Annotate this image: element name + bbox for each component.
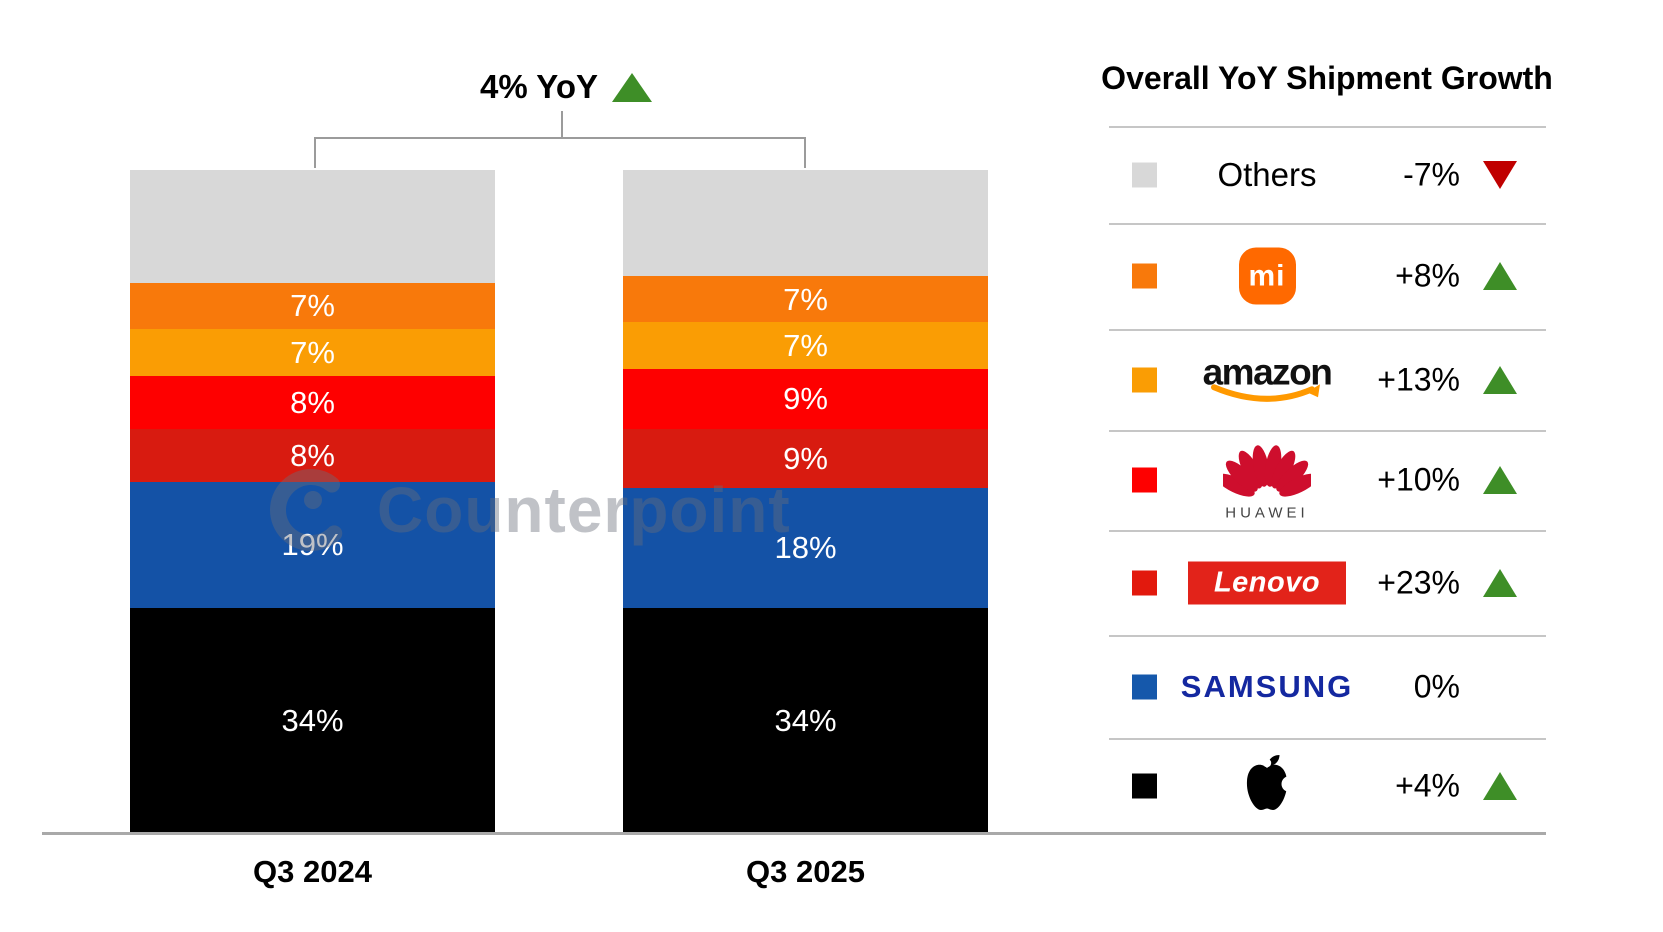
legend-separator xyxy=(1109,126,1546,128)
legend-separator xyxy=(1109,329,1546,331)
bracket-drop-left xyxy=(314,137,316,168)
growth-value-samsung: 0% xyxy=(1413,668,1460,704)
legend-separator xyxy=(1109,635,1546,637)
bar-segment-xiaomi: 7% xyxy=(623,276,988,323)
category-label-q3-2025: Q3 2025 xyxy=(746,854,865,889)
growth-up-icon xyxy=(1483,568,1517,597)
legend-row-xiaomi: mi +8% xyxy=(1087,223,1567,329)
legend-swatch-others xyxy=(1132,162,1157,187)
legend-row-samsung: SAMSUNG 0% xyxy=(1087,635,1567,738)
legend-brand-samsung: SAMSUNG xyxy=(1167,669,1367,705)
stacked-bar-q3-2024: 7% 7% 8% 8% 19% 34% xyxy=(130,170,495,833)
growth-value-amazon: +13% xyxy=(1377,361,1460,397)
huawei-logo-icon: HUAWEI xyxy=(1223,439,1311,522)
growth-value-lenovo: +23% xyxy=(1377,564,1460,600)
bar-segment-huawei: 9% xyxy=(623,368,988,429)
growth-value-others: -7% xyxy=(1403,156,1460,192)
bar-segment-huawei: 8% xyxy=(130,375,495,429)
legend-swatch-samsung xyxy=(1132,674,1157,699)
legend-swatch-amazon xyxy=(1132,367,1157,392)
bar-segment-amazon: 7% xyxy=(623,322,988,369)
others-label: Others xyxy=(1217,155,1317,193)
chart-title-text: 4% YoY xyxy=(480,68,598,105)
huawei-wordmark: HUAWEI xyxy=(1225,504,1309,522)
growth-value-xiaomi: +8% xyxy=(1395,257,1460,294)
legend-row-others: Others -7% xyxy=(1087,126,1567,223)
legend-swatch-apple xyxy=(1132,773,1157,798)
bar-segment-lenovo: 9% xyxy=(623,428,988,489)
segment-value-label: 9% xyxy=(783,440,828,476)
growth-value-huawei: +10% xyxy=(1377,461,1460,498)
legend-brand-lenovo: Lenovo xyxy=(1167,561,1367,604)
legend-row-apple: +4% xyxy=(1087,738,1567,833)
legend-brand-amazon: amazon xyxy=(1167,350,1367,403)
bar-segment-apple: 34% xyxy=(623,607,988,833)
growth-up-icon xyxy=(1483,771,1517,800)
segment-value-label: 8% xyxy=(290,384,335,420)
legend-header: Overall YoY Shipment Growth xyxy=(1101,60,1553,96)
legend-swatch-lenovo xyxy=(1132,570,1157,595)
segment-value-label: 18% xyxy=(774,530,837,566)
legend-swatch-huawei xyxy=(1132,467,1157,493)
bracket-horizontal xyxy=(314,137,806,139)
category-label-q3-2024: Q3 2024 xyxy=(253,854,372,889)
legend-row-huawei: HUAWEI +10% xyxy=(1087,430,1567,530)
legend-brand-huawei: HUAWEI xyxy=(1167,439,1367,522)
bar-segment-samsung: 18% xyxy=(623,488,988,608)
bar-segment-xiaomi: 7% xyxy=(130,282,495,330)
amazon-smile-icon xyxy=(1210,384,1320,402)
segment-value-label: 34% xyxy=(281,702,344,738)
huawei-petals-icon xyxy=(1223,445,1311,497)
segment-value-label: 7% xyxy=(783,328,828,364)
amazon-wordmark: amazon xyxy=(1202,350,1333,392)
growth-value-apple: +4% xyxy=(1395,767,1460,803)
bracket-stem xyxy=(561,111,563,138)
apple-icon xyxy=(1246,754,1298,810)
legend-separator xyxy=(1109,530,1546,532)
bar-segment-others xyxy=(130,170,495,283)
segment-value-label: 9% xyxy=(783,381,828,417)
growth-up-icon xyxy=(1483,365,1517,394)
growth-up-icon xyxy=(1483,466,1517,494)
segment-value-label: 7% xyxy=(290,334,335,370)
growth-down-icon xyxy=(1483,160,1517,189)
bar-segment-apple: 34% xyxy=(130,607,495,833)
legend-row-lenovo: Lenovo +23% xyxy=(1087,530,1567,635)
xiaomi-logo-icon: mi xyxy=(1238,247,1296,305)
segment-value-label: 7% xyxy=(290,288,335,324)
segment-value-label: 8% xyxy=(290,437,335,473)
segment-value-label: 7% xyxy=(783,281,828,317)
legend-swatch-xiaomi xyxy=(1132,263,1157,289)
bar-segment-lenovo: 8% xyxy=(130,428,495,482)
lenovo-logo-icon: Lenovo xyxy=(1188,561,1346,604)
growth-up-icon xyxy=(612,72,652,102)
legend-row-amazon: amazon +13% xyxy=(1087,329,1567,430)
segment-value-label: 19% xyxy=(281,527,344,563)
chart-title: 4% YoY xyxy=(480,68,652,106)
segment-value-label: 34% xyxy=(774,702,837,738)
legend-brand-others: Others xyxy=(1167,156,1367,194)
legend-brand-apple xyxy=(1167,754,1367,817)
legend-separator xyxy=(1109,223,1546,225)
bar-segment-amazon: 7% xyxy=(130,329,495,376)
apple-logo-icon xyxy=(1244,754,1298,817)
samsung-wordmark: SAMSUNG xyxy=(1180,668,1354,704)
bar-segment-samsung: 19% xyxy=(130,481,495,608)
growth-up-icon xyxy=(1483,262,1517,290)
legend-separator xyxy=(1109,430,1546,432)
bar-segment-others xyxy=(623,170,988,277)
legend-separator xyxy=(1109,738,1546,740)
legend-brand-xiaomi: mi xyxy=(1167,247,1367,305)
amazon-logo-icon: amazon xyxy=(1202,350,1333,403)
axis-baseline xyxy=(42,832,1546,835)
legend-panel: Overall YoY Shipment Growth Others -7% mi +… xyxy=(1087,0,1567,932)
bracket-drop-right xyxy=(804,137,806,168)
stacked-bar-q3-2025: 7% 7% 9% 9% 18% 34% xyxy=(623,170,988,833)
